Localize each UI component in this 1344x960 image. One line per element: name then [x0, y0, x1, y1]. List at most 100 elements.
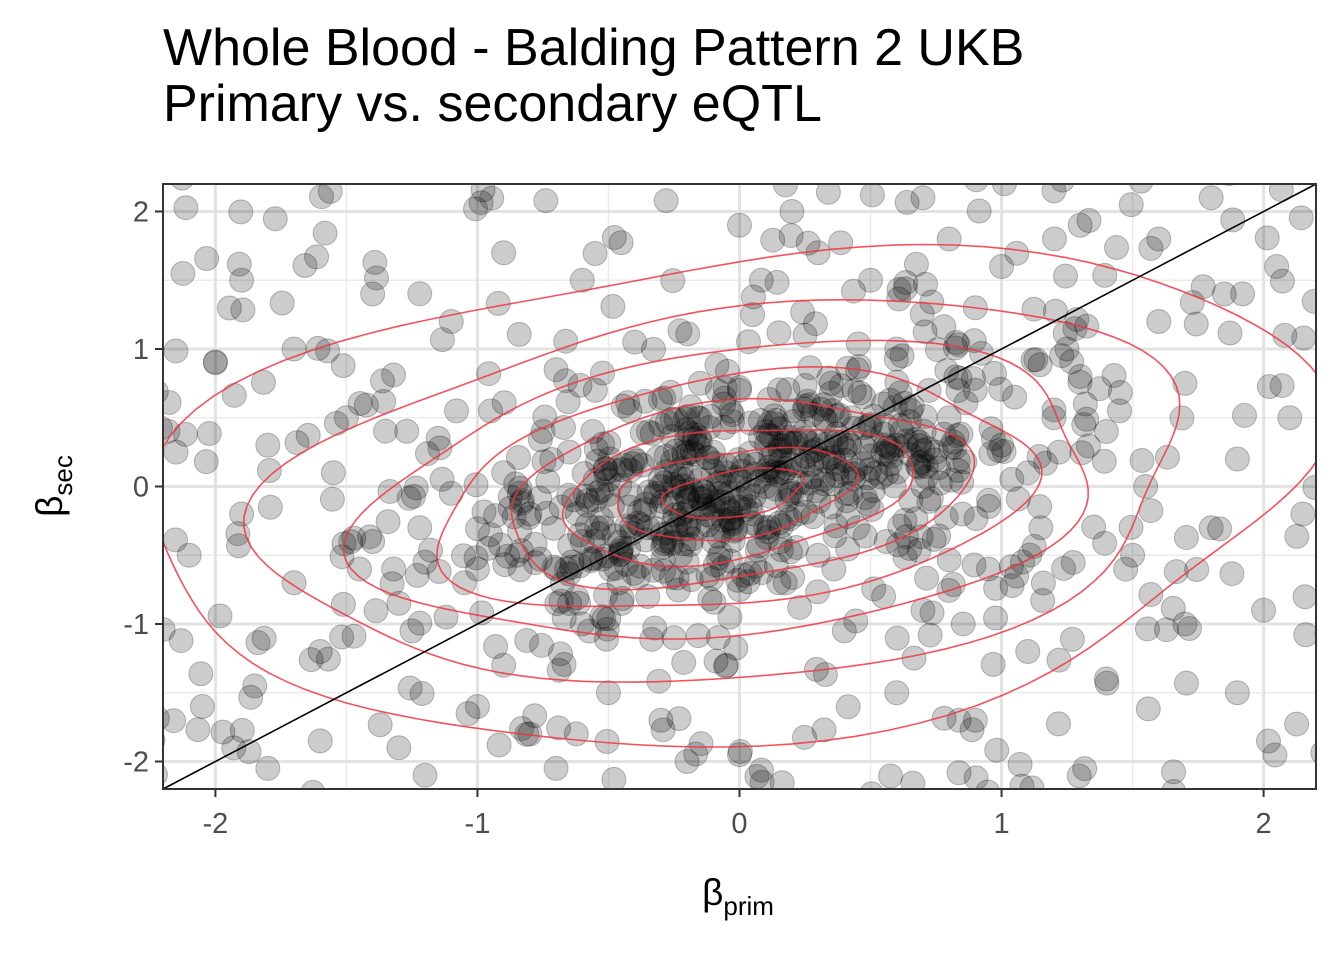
data-point — [723, 635, 749, 661]
data-point — [975, 779, 1000, 789]
data-point — [543, 357, 569, 383]
data-point — [315, 646, 341, 672]
data-point — [711, 415, 737, 441]
data-point — [705, 523, 731, 549]
data-point — [262, 206, 288, 232]
data-point — [1138, 235, 1164, 261]
y-tick-label: -2 — [123, 747, 149, 779]
data-point — [885, 532, 911, 558]
x-tick-label: 2 — [1256, 808, 1272, 840]
data-point — [847, 380, 873, 406]
data-point — [426, 558, 452, 584]
data-point — [810, 467, 836, 493]
data-point — [396, 485, 422, 511]
data-point — [397, 675, 423, 701]
data-point — [687, 406, 713, 432]
data-point — [1314, 627, 1316, 639]
data-point — [1301, 288, 1316, 314]
data-point — [819, 471, 845, 497]
data-point — [485, 290, 511, 316]
data-point — [647, 466, 673, 492]
data-point — [163, 764, 168, 785]
data-point — [575, 512, 601, 538]
data-point — [1092, 530, 1118, 556]
data-point — [478, 522, 504, 548]
data-point — [407, 515, 433, 541]
data-point — [946, 707, 972, 733]
data-point — [786, 470, 812, 496]
data-point — [363, 598, 389, 624]
data-point — [1161, 759, 1187, 785]
data-point — [943, 364, 969, 390]
x-tick-label: -1 — [465, 808, 491, 840]
data-point — [516, 505, 542, 531]
data-point — [792, 322, 818, 348]
data-point — [559, 554, 585, 580]
data-point — [841, 378, 867, 404]
data-point — [738, 510, 764, 536]
data-point — [1264, 254, 1290, 279]
data-point — [407, 610, 433, 636]
data-point — [407, 281, 433, 307]
data-point — [1074, 313, 1100, 339]
data-point — [127, 374, 151, 398]
data-point — [691, 479, 717, 505]
data-point — [626, 498, 652, 524]
density-contour — [342, 339, 1090, 640]
data-point — [642, 615, 668, 641]
data-point — [860, 781, 884, 789]
data-point — [548, 588, 574, 614]
data-point — [553, 328, 579, 354]
data-point — [828, 230, 854, 256]
data-point — [883, 346, 909, 372]
data-point — [589, 477, 615, 503]
data-point — [837, 432, 863, 458]
data-point — [609, 586, 635, 612]
data-point — [465, 516, 491, 542]
data-point — [551, 651, 577, 677]
data-point — [721, 518, 747, 544]
data-point — [592, 456, 618, 482]
data-point — [584, 515, 610, 541]
density-contours — [163, 243, 1316, 748]
data-point — [194, 246, 220, 272]
data-point — [475, 535, 501, 561]
data-point — [1027, 494, 1053, 520]
data-point — [1281, 790, 1305, 814]
data-point — [910, 474, 936, 499]
data-point — [674, 484, 700, 510]
data-point — [386, 735, 412, 761]
data-point — [619, 451, 645, 477]
data-point — [917, 622, 943, 648]
data-point — [251, 625, 277, 651]
data-point — [312, 220, 338, 246]
data-point — [1172, 611, 1198, 637]
data-point — [884, 625, 910, 651]
data-point — [256, 458, 282, 484]
density-contour — [436, 365, 1043, 608]
data-point — [843, 608, 869, 634]
data-point — [425, 425, 451, 451]
data-point — [1053, 263, 1079, 289]
data-point — [824, 421, 850, 447]
data-point — [1309, 787, 1316, 789]
data-point — [793, 393, 819, 419]
data-point — [878, 763, 904, 789]
x-axis-title: βprim — [702, 872, 774, 921]
data-point — [427, 435, 453, 461]
data-point — [704, 352, 730, 378]
data-point — [582, 377, 608, 403]
data-point — [1091, 448, 1117, 474]
data-point — [593, 456, 619, 482]
data-point — [564, 501, 590, 527]
data-point — [1146, 226, 1172, 252]
data-point — [412, 762, 438, 788]
data-point — [371, 389, 397, 415]
data-point — [593, 460, 619, 486]
data-point — [367, 712, 393, 738]
data-point — [1284, 711, 1310, 737]
data-point — [607, 529, 633, 555]
data-point — [463, 196, 489, 222]
data-point — [1028, 515, 1054, 541]
data-point — [535, 468, 561, 494]
